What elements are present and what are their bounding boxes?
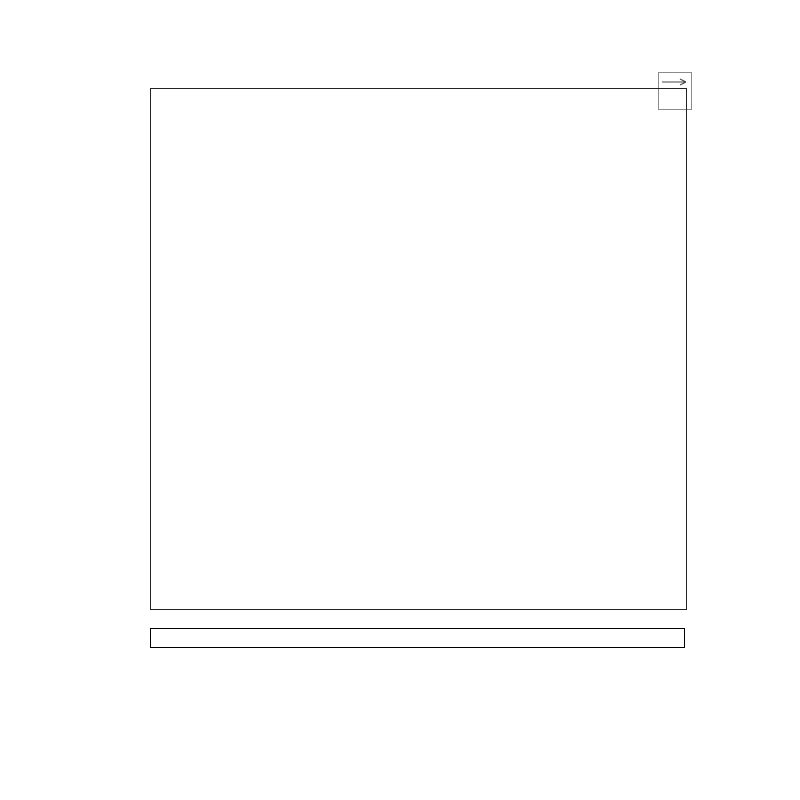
pbl-height-map bbox=[151, 89, 686, 609]
wind-reference-arrow-icon bbox=[662, 78, 687, 86]
map-panel bbox=[150, 88, 687, 610]
colorbar bbox=[150, 628, 685, 648]
